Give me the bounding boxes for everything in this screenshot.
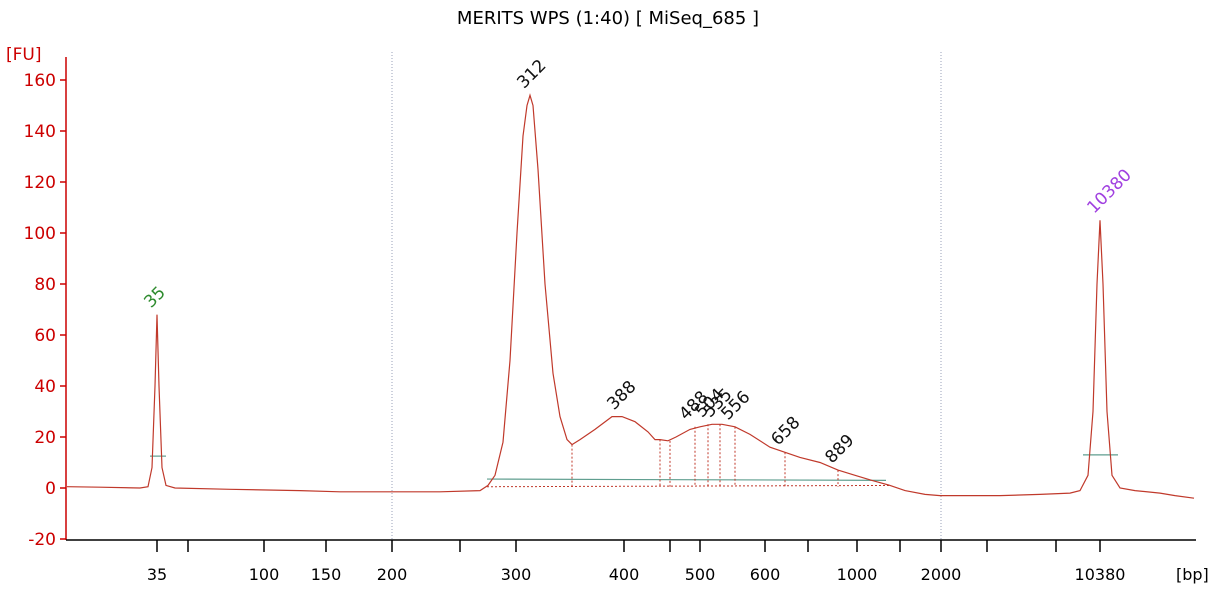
peak-label-388: 388 bbox=[603, 377, 640, 414]
x-tick-label-500: 500 bbox=[685, 565, 716, 584]
x-tick-label-200: 200 bbox=[377, 565, 408, 584]
y-tick-label-100: 100 bbox=[24, 224, 56, 244]
x-tick-label-1000: 1000 bbox=[837, 565, 878, 584]
x-tick-label-100: 100 bbox=[249, 565, 280, 584]
y-tick-label-140: 140 bbox=[24, 122, 56, 142]
y-tick-label-40: 40 bbox=[34, 377, 56, 397]
y-tick-label-60: 60 bbox=[34, 326, 56, 346]
x-tick-label-35: 35 bbox=[147, 565, 167, 584]
series-line bbox=[66, 93, 1195, 499]
y-tick-label-80: 80 bbox=[34, 275, 56, 295]
axes bbox=[65, 57, 1196, 541]
x-tick-label-10380: 10380 bbox=[1075, 565, 1126, 584]
x-unit-label: [bp] bbox=[1176, 565, 1209, 584]
peak-label-658: 658 bbox=[767, 413, 804, 450]
y-tick-label-20: 20 bbox=[34, 428, 56, 448]
marker-label-35: 35 bbox=[140, 283, 169, 312]
y-unit-label: [FU] bbox=[6, 45, 42, 65]
marker-label-10380: 10380 bbox=[1083, 165, 1135, 217]
grid-lines bbox=[391, 52, 942, 540]
peak-baselines bbox=[150, 454, 1118, 488]
y-ticks: -20 0 20 40 60 80 100 120 140 160 bbox=[24, 71, 66, 550]
y-tick-label--20: -20 bbox=[28, 530, 56, 550]
x-tick-label-600: 600 bbox=[750, 565, 781, 584]
peak-dividers bbox=[571, 424, 839, 487]
peak-label-312: 312 bbox=[513, 56, 550, 93]
x-tick-label-300: 300 bbox=[501, 565, 532, 584]
baseline-dotted bbox=[486, 484, 891, 488]
peak-label-889: 889 bbox=[821, 431, 858, 468]
y-tick-label-0: 0 bbox=[45, 479, 56, 499]
y-tick-label-160: 160 bbox=[24, 71, 56, 91]
x-tick-label-400: 400 bbox=[609, 565, 640, 584]
y-tick-label-120: 120 bbox=[24, 173, 56, 193]
chart-title: MERITS WPS (1:40) [ MiSeq_685 ] bbox=[456, 8, 760, 29]
x-tick-label-150: 150 bbox=[311, 565, 342, 584]
x-ticks: 35 100 150 200 300 400 500 600 1000 2000 10380 bbox=[147, 540, 1126, 584]
x-tick-label-2000: 2000 bbox=[921, 565, 962, 584]
baseline-main bbox=[486, 478, 887, 481]
